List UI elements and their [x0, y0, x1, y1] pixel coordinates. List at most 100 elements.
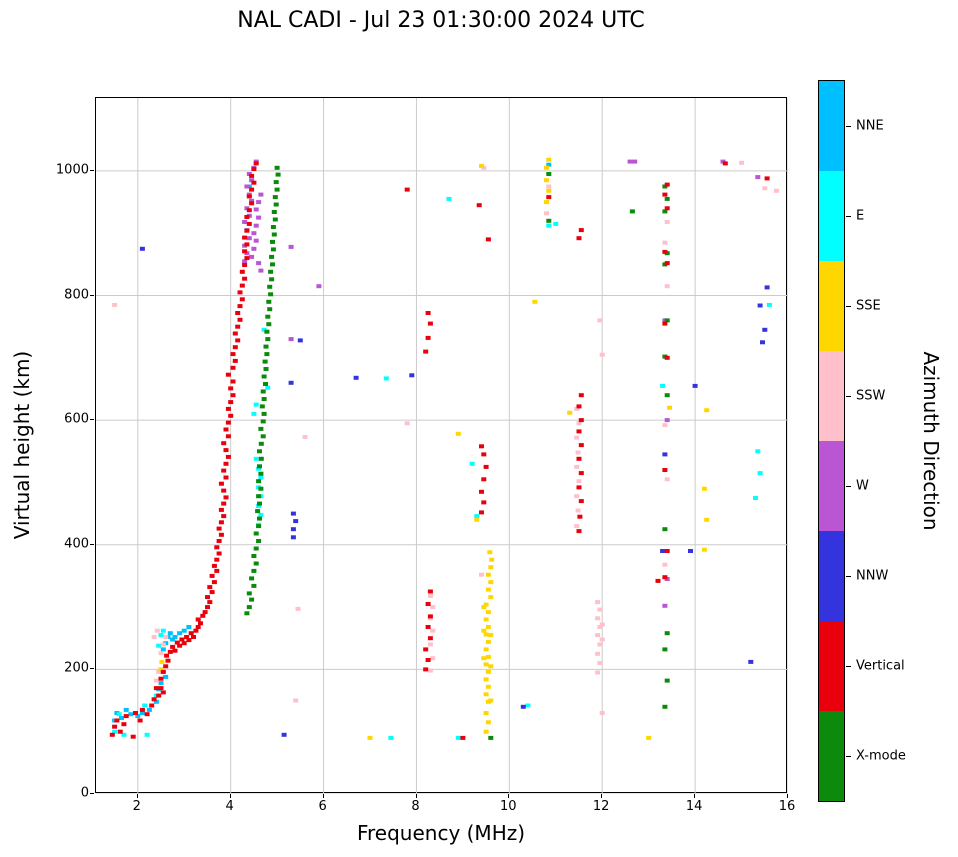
data-point [664, 196, 670, 201]
data-point [256, 504, 262, 509]
data-point [272, 195, 278, 200]
data-point [156, 643, 162, 648]
data-point [662, 468, 668, 472]
data-point [223, 427, 229, 432]
data-point [272, 217, 278, 222]
data-point [599, 352, 605, 357]
data-point [662, 562, 668, 567]
data-point [244, 611, 250, 616]
data-point [567, 410, 573, 415]
data-point [260, 434, 266, 439]
x-tick [322, 794, 324, 798]
data-point [258, 475, 264, 480]
data-point [242, 276, 248, 281]
data-point [544, 200, 549, 205]
data-point [265, 385, 271, 390]
data-point [261, 397, 267, 401]
data-point [474, 517, 480, 522]
data-point [186, 625, 192, 629]
data-point [232, 358, 238, 363]
data-point [481, 656, 487, 661]
data-point [578, 228, 584, 233]
data-point [158, 633, 164, 638]
data-point [704, 408, 710, 413]
data-point [290, 511, 296, 516]
data-point [748, 659, 754, 664]
data-point [664, 393, 670, 398]
data-point [483, 602, 489, 607]
y-tick [90, 169, 94, 171]
data-point [153, 686, 159, 691]
x-tick-label: 8 [411, 799, 420, 814]
data-point [662, 249, 668, 254]
series-nnw [139, 246, 770, 737]
colorbar-tick-label: Vertical [856, 658, 905, 674]
data-point [211, 563, 217, 568]
data-point [546, 188, 552, 193]
data-point [544, 178, 549, 183]
data-point [274, 187, 280, 192]
data-point [133, 711, 138, 715]
data-point [209, 590, 215, 595]
data-point [221, 488, 227, 493]
y-tick [90, 793, 94, 794]
data-point [260, 389, 266, 394]
data-point [244, 242, 250, 247]
data-point [253, 223, 259, 228]
data-point [249, 187, 255, 192]
data-point [198, 621, 203, 626]
data-point [158, 667, 164, 672]
data-point [119, 716, 124, 720]
data-point [256, 539, 262, 543]
colorbar-tick [846, 306, 851, 307]
data-point [664, 418, 670, 423]
data-point [404, 187, 410, 192]
data-point [116, 712, 122, 717]
x-tick-label: 14 [685, 799, 703, 814]
data-point [239, 297, 245, 302]
data-point [258, 486, 264, 491]
data-point [264, 329, 270, 334]
data-point [179, 637, 185, 642]
data-point [290, 527, 296, 532]
data-point [423, 647, 429, 652]
data-point [151, 697, 157, 702]
data-point [130, 734, 136, 739]
data-point [242, 263, 248, 267]
data-point [225, 434, 231, 439]
data-point [597, 642, 603, 647]
data-point [576, 456, 582, 461]
data-point [257, 516, 262, 521]
data-point [485, 684, 491, 689]
x-tick [787, 794, 788, 798]
data-point [664, 631, 670, 636]
data-point [242, 259, 248, 264]
data-point [316, 284, 322, 289]
colorbar-segment-w [819, 441, 844, 531]
data-point [160, 642, 166, 647]
data-point [253, 531, 259, 536]
data-point [739, 160, 745, 165]
data-point [662, 209, 668, 214]
data-point [479, 444, 484, 449]
data-point [170, 644, 176, 649]
data-point [149, 703, 155, 708]
data-point [268, 292, 274, 297]
data-point [223, 475, 229, 480]
x-tick-label: 10 [500, 799, 517, 814]
data-point [239, 283, 245, 288]
data-point [367, 735, 373, 740]
data-point [701, 547, 707, 552]
data-point [218, 507, 224, 512]
colorbar-segment-sse [819, 261, 844, 351]
data-point [577, 514, 583, 519]
data-point [144, 712, 150, 717]
data-point [249, 576, 255, 581]
data-point [488, 664, 494, 669]
data-point [270, 225, 276, 229]
data-point [469, 461, 475, 466]
chart-title: NAL CADI - Jul 23 01:30:00 2024 UTC [237, 8, 645, 33]
data-point [489, 557, 495, 562]
data-point [258, 192, 264, 197]
data-point [253, 456, 259, 461]
